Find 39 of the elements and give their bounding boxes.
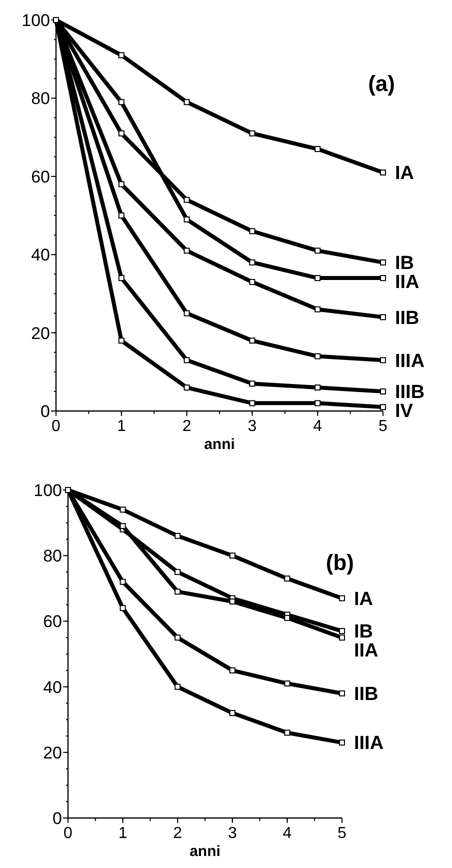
x-tick-label: 0 (64, 825, 73, 842)
x-tick-label: 4 (313, 418, 322, 435)
x-tick-label: 3 (248, 418, 257, 435)
series-label: IA (354, 588, 374, 610)
y-tick-label: 0 (40, 402, 50, 421)
x-tick-label: 5 (378, 418, 388, 435)
y-tick-label: 40 (31, 246, 50, 265)
series-label: IIA (395, 272, 420, 294)
series-label: IIB (395, 308, 420, 329)
series-label: IA (395, 163, 414, 184)
text: (a) (368, 71, 395, 96)
y-tick-label: 100 (22, 10, 50, 30)
y-tick-label: 60 (31, 167, 50, 186)
x-axis-title: anni (190, 843, 220, 860)
text: (b) (326, 550, 354, 575)
series-label: IIB (354, 684, 378, 706)
y-tick-label: 0 (52, 808, 62, 828)
x-tick-label: 2 (182, 418, 192, 435)
y-tick-label: 40 (43, 678, 62, 697)
x-tick-label: 1 (116, 418, 126, 435)
x-tick-label: 5 (338, 825, 347, 842)
x-axis-title: anni (204, 436, 235, 453)
x-tick-label: 2 (173, 825, 182, 842)
y-tick-label: 80 (43, 546, 62, 566)
y-tick-label: 20 (31, 324, 50, 343)
series-label: IB (395, 253, 414, 274)
series-label: IB (354, 622, 373, 643)
y-tick-label: 80 (31, 89, 50, 108)
series-label: IV (395, 401, 414, 422)
series-label: IIA (354, 640, 379, 662)
series-label: IIIA (395, 350, 425, 372)
x-tick-label: 4 (282, 825, 292, 842)
x-tick-label: 1 (118, 825, 128, 842)
x-tick-label: 3 (228, 825, 237, 842)
y-tick-label: 100 (34, 480, 62, 500)
y-tick-label: 60 (43, 612, 62, 632)
y-tick-label: 20 (43, 743, 62, 762)
series-label: IIIB (395, 382, 425, 404)
series-label: IIIA (354, 733, 384, 754)
